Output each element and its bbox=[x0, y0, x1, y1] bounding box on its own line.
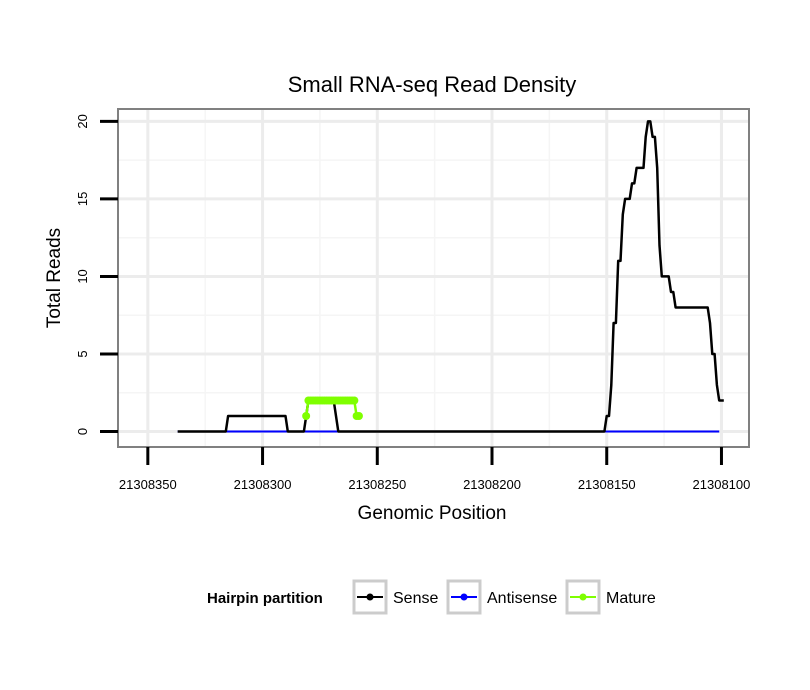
legend-entry-mature: Mature bbox=[567, 581, 656, 613]
x-tick-label: 21308200 bbox=[463, 477, 521, 492]
legend-label-mature: Mature bbox=[606, 590, 656, 607]
legend-label-sense: Sense bbox=[393, 590, 438, 607]
y-tick-label: 20 bbox=[75, 114, 90, 128]
legend-key-point bbox=[461, 594, 468, 601]
x-tick-label: 21308350 bbox=[119, 477, 177, 492]
legend-entry-antisense: Antisense bbox=[448, 581, 557, 613]
mature-point bbox=[350, 396, 358, 404]
x-axis: 21308350 21308300 21308250 21308200 21308150… bbox=[119, 447, 750, 492]
read-density-chart: Small RNA-seq Read Density 21308350 21308… bbox=[0, 0, 810, 690]
y-tick-label: 10 bbox=[75, 269, 90, 283]
x-tick-label: 21308100 bbox=[693, 477, 751, 492]
y-axis-title: Total Reads bbox=[44, 228, 65, 328]
legend-key-point bbox=[367, 594, 374, 601]
x-tick-label: 21308250 bbox=[348, 477, 406, 492]
legend-title: Hairpin partition bbox=[207, 590, 323, 607]
x-tick-label: 21308150 bbox=[578, 477, 636, 492]
mature-point bbox=[302, 412, 310, 420]
grid-lines bbox=[118, 109, 749, 447]
x-axis-title: Genomic Position bbox=[358, 503, 507, 524]
x-tick-label: 21308300 bbox=[234, 477, 292, 492]
chart-title: Small RNA-seq Read Density bbox=[288, 72, 577, 97]
series-mature bbox=[302, 396, 363, 420]
y-tick-label: 15 bbox=[75, 192, 90, 206]
y-tick-label: 5 bbox=[75, 350, 90, 357]
legend-key-point bbox=[580, 594, 587, 601]
legend: Hairpin partition Sense Antisense Mature bbox=[207, 581, 656, 613]
y-axis: 0 5 10 15 20 bbox=[75, 114, 118, 435]
legend-label-antisense: Antisense bbox=[487, 590, 557, 607]
legend-entry-sense: Sense bbox=[354, 581, 438, 613]
mature-point bbox=[355, 412, 363, 420]
y-tick-label: 0 bbox=[75, 428, 90, 435]
